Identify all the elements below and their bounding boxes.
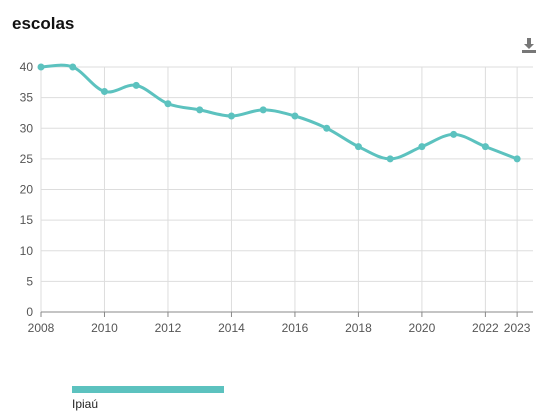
data-point — [69, 63, 77, 71]
y-tick-label: 20 — [20, 183, 34, 197]
data-point — [386, 155, 394, 163]
line-chart: 0 5 10 15 20 25 30 35 40 2008 2010 2012 2014 2016 2018… — [20, 60, 533, 335]
data-point — [196, 106, 204, 114]
data-point — [418, 143, 426, 151]
data-point — [37, 63, 45, 71]
series-layer — [37, 63, 521, 163]
x-tick-label: 2022 — [472, 321, 499, 335]
data-point — [354, 143, 362, 151]
data-point — [481, 143, 489, 151]
x-tick-label: 2023 — [504, 321, 531, 335]
series-line — [40, 63, 518, 161]
y-tick-label: 30 — [20, 121, 34, 135]
legend[interactable]: Ipiaú — [72, 386, 224, 411]
download-icon[interactable] — [520, 36, 538, 54]
x-tick-label: 2018 — [345, 321, 372, 335]
y-tick-label: 0 — [26, 305, 33, 319]
legend-swatch — [72, 386, 224, 393]
data-point — [513, 155, 521, 163]
x-tick-label: 2008 — [28, 321, 55, 335]
data-point — [291, 112, 299, 120]
grid — [40, 66, 533, 312]
x-tick-label: 2014 — [218, 321, 245, 335]
data-point — [323, 124, 331, 132]
y-tick-label: 10 — [20, 244, 34, 258]
data-point — [132, 81, 140, 89]
data-point — [450, 130, 458, 138]
axes — [40, 311, 533, 317]
data-point — [100, 88, 108, 95]
data-point — [227, 112, 235, 120]
x-tick-label: 2012 — [155, 321, 182, 335]
legend-label: Ipiaú — [72, 397, 99, 411]
y-tick-label: 5 — [26, 274, 33, 288]
x-tick-label: 2016 — [282, 321, 309, 335]
y-tick-label: 15 — [20, 213, 34, 227]
data-point — [259, 106, 267, 114]
y-tick-label: 40 — [20, 60, 34, 74]
y-tick-label: 35 — [20, 91, 34, 105]
x-tick-label: 2020 — [409, 321, 436, 335]
y-tick-label: 25 — [20, 152, 34, 166]
tick-labels: 0 5 10 15 20 25 30 35 40 2008 2010 2012 2014 2016 2018… — [20, 60, 531, 335]
chart-title: escolas — [12, 14, 75, 33]
x-tick-label: 2010 — [91, 321, 118, 335]
data-point — [164, 100, 172, 108]
